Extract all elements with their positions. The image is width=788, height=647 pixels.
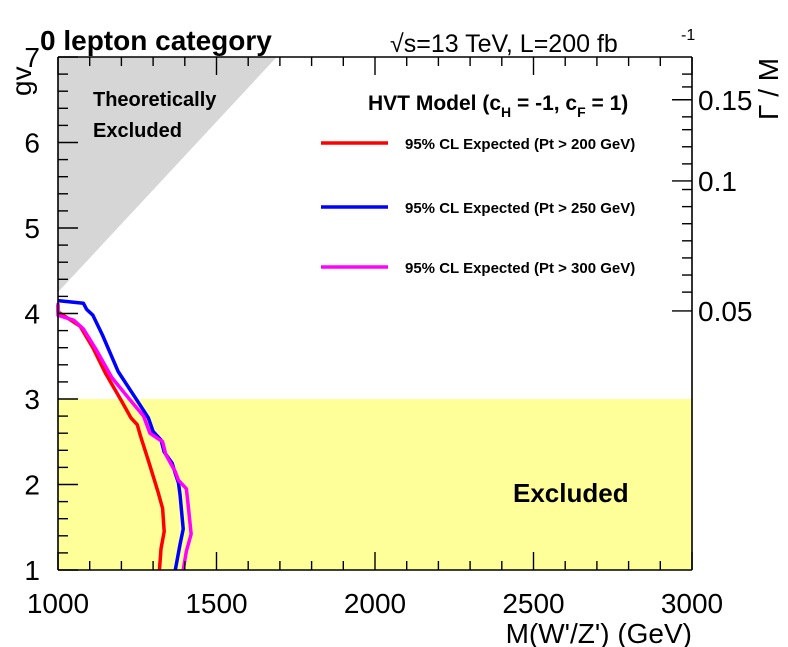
legend-header-end: = 1)	[586, 92, 629, 115]
energy-lumi-title: √s=13 TeV, L=200 fb -1	[390, 27, 695, 58]
right-tick-label: 0.15	[698, 85, 753, 116]
right-tick-label: 0.05	[698, 296, 753, 327]
legend-header-sub-h: H	[501, 104, 511, 120]
legend-label-3: 95% CL Expected (Pt > 300 GeV)	[405, 260, 635, 277]
x-tick-label: 1000	[27, 588, 89, 619]
energy-lumi-value: √s=13 TeV, L=200 fb	[390, 30, 618, 58]
x-tick-label: 2500	[502, 588, 564, 619]
x-tick-label: 3000	[661, 588, 723, 619]
legend-label-2: 95% CL Expected (Pt > 250 GeV)	[405, 200, 635, 217]
theoretically-excluded-label: Excluded	[93, 120, 182, 142]
energy-lumi-text: √s=13 TeV, L=200 fb	[390, 30, 618, 58]
lumi-superscript: -1	[681, 27, 695, 44]
y-tick-label: 2	[24, 470, 40, 501]
curve-series-3	[56, 303, 193, 571]
x-axis-title: M(W'/Z') (GeV)	[506, 618, 692, 647]
axis-tick-labels: 1000 1500 2000 2500 3000 1 2 3 4 5 6 7 0.05 0.1 0.15	[24, 42, 752, 619]
x-tick-label: 1500	[185, 588, 247, 619]
category-title: 0 lepton category	[40, 25, 272, 56]
right-axis-title: Γ / M	[753, 58, 784, 120]
legend-header-main: HVT Model (c	[368, 92, 501, 115]
x-tick-label: 2000	[344, 588, 406, 619]
y-tick-label: 4	[24, 299, 40, 330]
axis-ticks	[57, 56, 693, 571]
theoretically-excluded-region	[58, 57, 277, 293]
legend: HVT Model (cH = -1, cF = 1) 95% CL Expec…	[321, 92, 635, 277]
legend-entries: 95% CL Expected (Pt > 200 GeV) 95% CL Exp…	[321, 136, 635, 277]
legend-header: HVT Model (cH = -1, cF = 1)	[368, 92, 628, 120]
y-tick-label: 1	[24, 555, 40, 586]
y-tick-label: 5	[24, 213, 40, 244]
theoretically-label: Theoretically	[93, 89, 217, 111]
y-tick-label: 7	[24, 42, 40, 73]
legend-header-mid: = -1, c	[511, 92, 577, 115]
excluded-label: Excluded	[513, 478, 629, 508]
right-tick-label: 0.1	[698, 166, 737, 197]
y-axis-title: gv	[6, 66, 37, 96]
y-tick-label: 6	[24, 128, 40, 159]
y-tick-label: 3	[24, 384, 40, 415]
limit-curves	[56, 298, 193, 571]
legend-header-sub-f: F	[577, 104, 586, 120]
legend-label-1: 95% CL Expected (Pt > 200 GeV)	[405, 136, 635, 153]
